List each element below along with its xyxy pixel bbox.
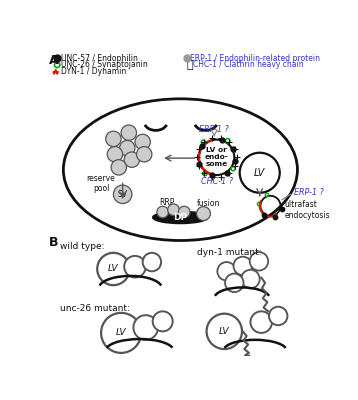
Text: CHC-1 / Clathrin heavy chain: CHC-1 / Clathrin heavy chain: [193, 60, 304, 70]
Text: B: B: [49, 236, 58, 249]
Text: ERP-1 ?: ERP-1 ?: [294, 188, 323, 197]
Circle shape: [199, 140, 234, 175]
Circle shape: [136, 146, 152, 162]
Text: LV: LV: [116, 328, 126, 338]
Circle shape: [269, 307, 287, 325]
Text: DP: DP: [173, 213, 188, 222]
Text: dyn-1 mutant:: dyn-1 mutant:: [197, 248, 261, 256]
Text: CHC-1 ?: CHC-1 ?: [200, 177, 233, 186]
Text: ERP-1 ?: ERP-1 ?: [199, 125, 228, 134]
Circle shape: [124, 256, 146, 278]
Text: SV: SV: [118, 190, 128, 199]
Circle shape: [101, 313, 141, 353]
Text: LV or
endo-
some: LV or endo- some: [205, 147, 228, 167]
Text: DYN-1 / Dynamin: DYN-1 / Dynamin: [61, 67, 126, 76]
Circle shape: [157, 206, 169, 218]
Circle shape: [135, 134, 150, 150]
Circle shape: [134, 315, 158, 340]
Text: LV: LV: [254, 168, 265, 178]
Circle shape: [233, 257, 252, 275]
Text: RRP: RRP: [159, 198, 174, 207]
Circle shape: [250, 252, 268, 270]
Text: UNC-26 / Synaptojanin: UNC-26 / Synaptojanin: [61, 60, 148, 70]
Text: reserve
pool: reserve pool: [87, 174, 116, 193]
Circle shape: [251, 311, 272, 333]
Circle shape: [111, 160, 126, 175]
Text: LV: LV: [108, 264, 118, 274]
Circle shape: [124, 152, 140, 167]
Circle shape: [225, 274, 243, 292]
Text: UNC-57 / Endophilin: UNC-57 / Endophilin: [61, 54, 138, 62]
Circle shape: [143, 253, 161, 271]
Circle shape: [107, 146, 123, 162]
Circle shape: [179, 206, 190, 218]
Circle shape: [120, 140, 135, 156]
Ellipse shape: [153, 211, 208, 224]
Circle shape: [207, 314, 242, 349]
Text: LV: LV: [219, 327, 229, 336]
Circle shape: [240, 153, 280, 193]
Circle shape: [121, 125, 136, 140]
Text: ⫝: ⫝: [187, 60, 193, 70]
Text: fusion: fusion: [197, 199, 221, 208]
Text: unc-26 mutant:: unc-26 mutant:: [59, 304, 129, 313]
Text: ERP-1 / Endophilin-related protein: ERP-1 / Endophilin-related protein: [190, 54, 320, 62]
Text: A: A: [49, 54, 58, 67]
Circle shape: [106, 131, 121, 146]
Circle shape: [97, 253, 130, 285]
Circle shape: [113, 185, 132, 204]
Text: ultrafast
endocytosis: ultrafast endocytosis: [284, 200, 330, 220]
Text: wild type:: wild type:: [59, 242, 104, 251]
Circle shape: [197, 207, 211, 220]
Circle shape: [168, 204, 179, 216]
Circle shape: [241, 270, 260, 288]
Circle shape: [217, 262, 236, 280]
Circle shape: [153, 311, 173, 331]
